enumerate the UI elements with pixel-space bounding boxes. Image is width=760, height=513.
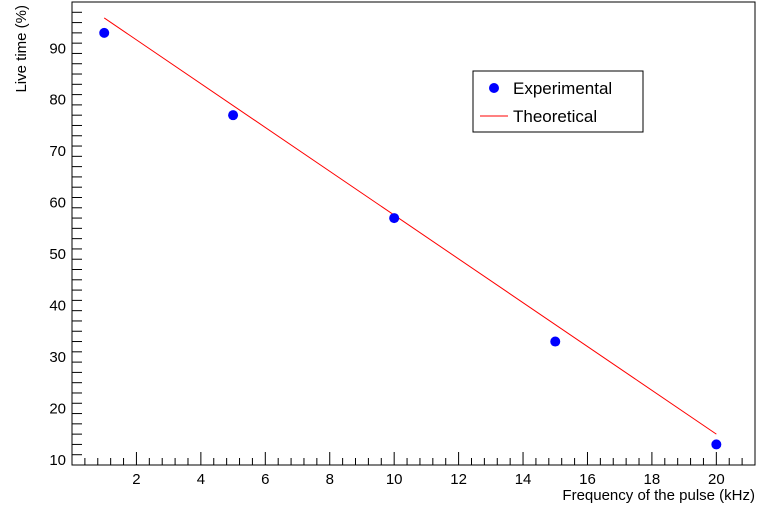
- experimental-point: [550, 336, 561, 347]
- x-tick-label: 2: [132, 471, 140, 488]
- x-tick-label: 18: [644, 471, 661, 488]
- y-tick-label: 80: [49, 92, 66, 109]
- experimental-point: [228, 110, 239, 121]
- series-layer: [99, 17, 722, 450]
- legend-marker-experimental: [489, 83, 499, 93]
- y-axis-ticks: 10 20 30 40 50 60 70 80 90: [49, 1, 82, 469]
- x-tick-label: 4: [197, 471, 205, 488]
- x-axis-label: Frequency of the pulse (kHz): [562, 487, 755, 504]
- legend-label-experimental: Experimental: [513, 79, 612, 98]
- y-tick-label: 50: [49, 246, 66, 263]
- experimental-point: [99, 27, 110, 38]
- legend-box: [472, 70, 644, 133]
- x-tick-label: 8: [326, 471, 334, 488]
- y-tick-label: 30: [49, 349, 66, 366]
- theoretical-line: [103, 17, 717, 435]
- y-tick-label: 70: [49, 143, 66, 160]
- x-tick-label: 20: [708, 471, 725, 488]
- y-axis-label: Live time (%): [13, 5, 30, 93]
- experimental-point: [389, 213, 400, 224]
- y-tick-label: 40: [49, 298, 66, 315]
- x-tick-label: 10: [386, 471, 403, 488]
- y-tick-label: 60: [49, 195, 66, 212]
- y-tick-label: 20: [49, 400, 66, 417]
- y-tick-label: 10: [49, 452, 66, 469]
- x-axis-ticks: 2 4 6 8 10 12 14 16 18 20: [84, 452, 756, 488]
- x-tick-label: 12: [450, 471, 467, 488]
- plot-frame: [71, 1, 756, 466]
- x-tick-label: 6: [261, 471, 269, 488]
- y-tick-label: 90: [49, 40, 66, 57]
- legend: Experimental Theoretical: [472, 70, 644, 133]
- x-tick-label: 14: [515, 471, 532, 488]
- legend-label-theoretical: Theoretical: [513, 107, 597, 126]
- x-tick-label: 16: [579, 471, 596, 488]
- experimental-point: [711, 439, 722, 450]
